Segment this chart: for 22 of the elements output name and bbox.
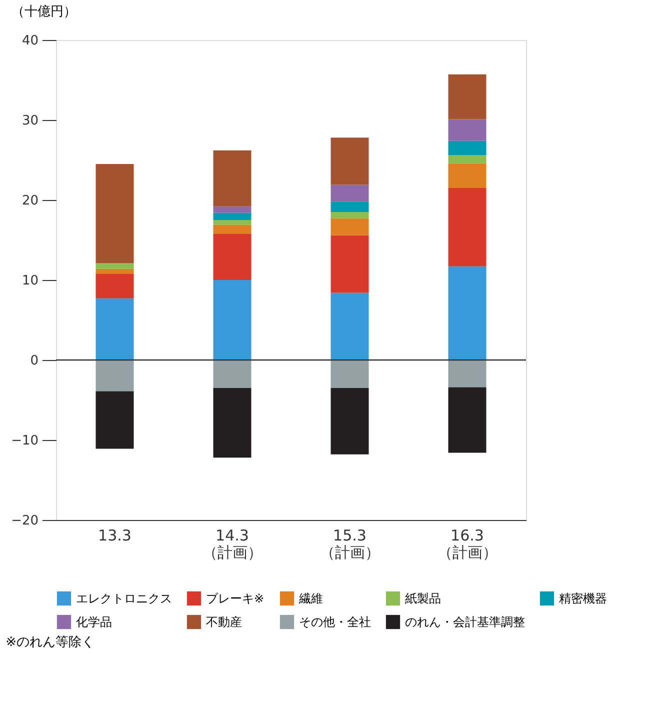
y-axis-title: （十億円）	[12, 4, 76, 20]
legend-label: 不動産	[206, 615, 242, 629]
y-tick-label: 30	[22, 114, 38, 128]
y-tick-label: 40	[22, 34, 38, 48]
legend-label: 紙製品	[405, 591, 441, 606]
y-tick-label: 0	[30, 354, 38, 368]
y-tick-label: −10	[11, 434, 38, 448]
x-tick-label: 16.3 （計画）	[437, 526, 498, 562]
legend-label: ブレーキ※	[206, 591, 264, 606]
x-tick-label: 14.3 （計画）	[202, 526, 262, 562]
x-tick-label: 15.3 （計画）	[320, 526, 380, 562]
legend-label: その他・全社	[299, 615, 371, 629]
legend-label: 繊維	[298, 591, 323, 606]
y-tick-label: 10	[22, 274, 38, 288]
y-tick-label: 20	[22, 194, 38, 208]
x-tick-label: 13.3	[98, 526, 132, 544]
legend-label: 化学品	[76, 615, 112, 629]
legend-label: のれん・会計基準調整	[405, 615, 525, 629]
y-tick-label: −20	[11, 514, 38, 528]
text: ※のれん等除く	[6, 635, 94, 650]
legend-label: 精密機器	[559, 591, 607, 606]
legend-label: エレクトロニクス	[76, 591, 172, 606]
